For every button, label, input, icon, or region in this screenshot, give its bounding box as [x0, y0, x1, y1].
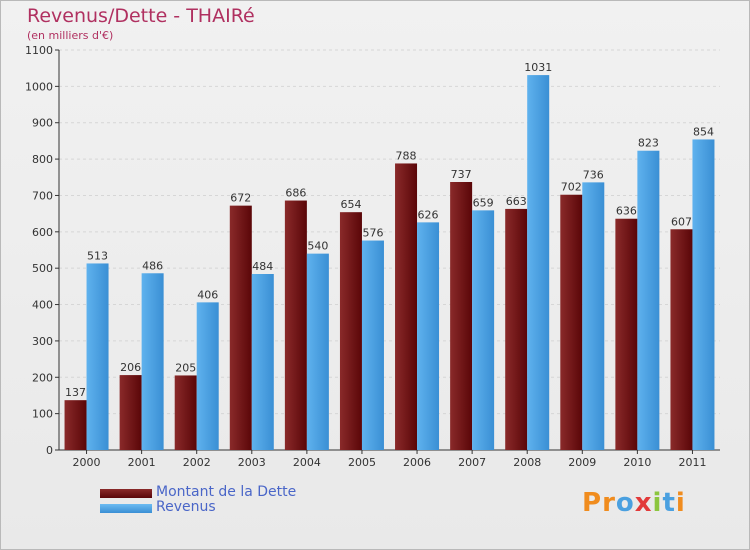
y-tick-label: 900: [32, 117, 53, 130]
bar-dette: [395, 163, 418, 451]
bar-revenus: [527, 75, 550, 450]
y-tick-label: 700: [32, 189, 53, 202]
logo-letter: r: [602, 488, 616, 518]
chart-subtitle: (en milliers d'€): [27, 29, 114, 42]
data-label-revenus: 736: [583, 168, 604, 181]
x-tick-label: 2004: [293, 456, 321, 469]
data-label-dette: 788: [396, 149, 417, 162]
logo-letter: o: [615, 488, 635, 518]
bar-dette: [560, 194, 583, 450]
legend-label-revenus: Revenus: [156, 499, 216, 515]
chart-title: Revenus/Dette - THAIRé: [27, 5, 255, 27]
data-label-revenus: 823: [638, 137, 659, 150]
data-label-dette: 137: [65, 386, 86, 399]
legend-swatch-revenus: [100, 504, 152, 513]
bar-dette: [450, 182, 473, 450]
bar-revenus: [86, 263, 109, 450]
x-tick-label: 2001: [128, 456, 156, 469]
y-tick-label: 1000: [25, 80, 53, 93]
x-tick-label: 2005: [348, 456, 376, 469]
data-label-revenus: 854: [693, 125, 714, 138]
bar-revenus: [251, 274, 274, 450]
x-tick-label: 2006: [403, 456, 431, 469]
bar-dette: [505, 208, 528, 450]
data-label-revenus: 576: [362, 227, 383, 240]
bar-revenus: [582, 182, 605, 450]
data-label-dette: 686: [285, 187, 306, 200]
logo-letter: x: [634, 488, 653, 518]
y-tick-label: 800: [32, 153, 53, 166]
data-label-dette: 205: [175, 361, 196, 374]
logo-letter: i: [652, 488, 663, 518]
x-tick-label: 2002: [183, 456, 211, 469]
data-label-revenus: 406: [197, 288, 218, 301]
bar-revenus: [692, 139, 715, 451]
data-label-revenus: 513: [87, 249, 108, 262]
data-label-revenus: 626: [418, 208, 439, 221]
bar-revenus: [361, 240, 384, 450]
bar-dette: [284, 200, 307, 450]
y-tick-label: 100: [32, 408, 53, 421]
x-tick-label: 2003: [238, 456, 266, 469]
proxiti-logo: Proxiti: [582, 488, 686, 518]
data-label-revenus: 484: [252, 260, 273, 273]
data-label-dette: 672: [230, 192, 251, 205]
bar-dette: [119, 375, 142, 450]
bar-revenus: [306, 253, 329, 450]
data-label-dette: 737: [451, 168, 472, 181]
data-label-dette: 607: [671, 215, 692, 228]
y-tick-label: 0: [46, 444, 53, 457]
data-label-revenus: 486: [142, 259, 163, 272]
bar-revenus: [417, 222, 440, 450]
data-label-revenus: 659: [473, 196, 494, 209]
data-label-dette: 206: [120, 361, 141, 374]
data-label-revenus: 540: [307, 240, 328, 253]
legend-swatch-dette: [100, 489, 152, 498]
legend-item-revenus: Revenus: [100, 499, 400, 517]
legend-label-dette: Montant de la Dette: [156, 484, 297, 500]
y-tick-label: 600: [32, 226, 53, 239]
data-label-revenus: 1031: [524, 61, 552, 74]
logo-letter: P: [582, 488, 603, 518]
y-tick-label: 500: [32, 262, 53, 275]
data-label-dette: 702: [561, 181, 582, 194]
bar-dette: [174, 375, 197, 450]
logo-letter: i: [675, 488, 686, 518]
y-tick-label: 200: [32, 371, 53, 384]
axes: 0 100 200 300 400 500 600 700 800 900 1000 1100 2000…: [25, 44, 720, 469]
x-tick-label: 2011: [678, 456, 706, 469]
data-label-dette: 663: [506, 195, 527, 208]
bar-dette: [229, 205, 252, 450]
data-label-dette: 654: [340, 198, 361, 211]
bar-dette: [339, 212, 362, 450]
bar-revenus: [141, 273, 164, 450]
y-tick-label: 300: [32, 335, 53, 348]
logo-letter: t: [662, 488, 676, 518]
y-tick-label: 1100: [25, 44, 53, 57]
bar-revenus: [472, 210, 495, 450]
grid-lines: [59, 49, 720, 451]
x-tick-label: 2010: [623, 456, 651, 469]
x-tick-label: 2007: [458, 456, 486, 469]
x-tick-label: 2008: [513, 456, 541, 469]
bar-dette: [64, 400, 87, 450]
legend-item-dette: Montant de la Dette: [100, 484, 400, 502]
data-labels: 137 513 206 486 205 406 672 484 686 540 654 576 788 6…: [65, 61, 714, 399]
data-label-dette: 636: [616, 205, 637, 218]
bar-revenus: [196, 302, 219, 450]
bar-revenus: [637, 150, 660, 450]
x-tick-label: 2000: [73, 456, 101, 469]
bar-dette: [670, 229, 693, 450]
x-tick-label: 2009: [568, 456, 596, 469]
bar-dette: [615, 218, 638, 450]
bars: [64, 75, 715, 451]
y-tick-label: 400: [32, 299, 53, 312]
